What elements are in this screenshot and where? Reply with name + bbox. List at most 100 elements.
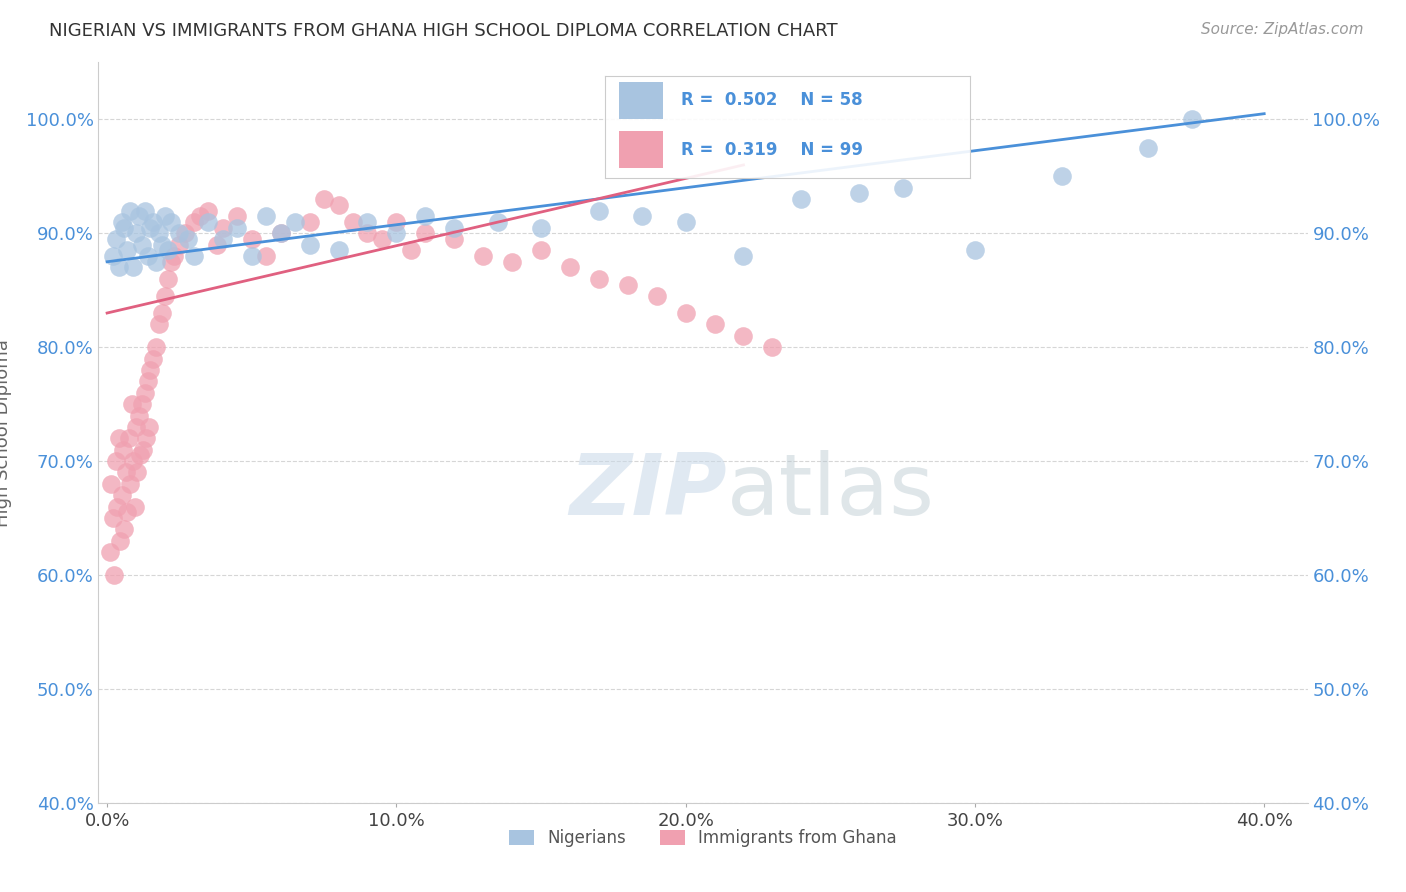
Point (139, 363, 162, 377)
Point (211, 220, 233, 235)
Point (148, 227, 170, 241)
Text: atlas: atlas (727, 450, 935, 533)
Point (211, 232, 233, 246)
Point (131, 397, 153, 411)
Text: R =  0.319    N = 99: R = 0.319 N = 99 (682, 141, 863, 159)
Point (413, 227, 436, 241)
Point (169, 237, 191, 252)
Point (254, 249, 277, 263)
Point (226, 209, 249, 223)
Point (891, 180, 914, 194)
Point (1181, 112, 1204, 127)
Point (617, 277, 640, 292)
Text: Source: ZipAtlas.com: Source: ZipAtlas.com (1201, 22, 1364, 37)
Point (136, 249, 159, 263)
Point (790, 192, 813, 206)
Bar (619, 131, 664, 168)
Point (138, 420, 160, 434)
Point (128, 209, 150, 223)
Point (174, 227, 197, 241)
Point (188, 209, 211, 223)
Y-axis label: High School Diploma: High School Diploma (0, 339, 11, 526)
Point (183, 215, 205, 229)
Point (118, 431, 141, 445)
Point (675, 306, 697, 320)
Bar (619, 82, 664, 119)
Point (588, 203, 610, 218)
Point (104, 454, 127, 468)
Point (135, 431, 157, 445)
Point (472, 249, 495, 263)
Point (101, 249, 124, 263)
Point (226, 220, 249, 235)
Point (761, 340, 783, 354)
Text: ZIP: ZIP (569, 450, 727, 533)
Point (159, 254, 181, 268)
Point (733, 249, 755, 263)
Point (103, 568, 125, 582)
Point (105, 500, 128, 514)
Point (153, 289, 176, 303)
Point (128, 409, 150, 423)
Point (145, 340, 167, 354)
Point (1137, 141, 1160, 155)
Point (114, 220, 136, 235)
Point (125, 227, 148, 241)
Point (120, 476, 142, 491)
Point (486, 215, 509, 229)
Point (117, 244, 139, 258)
Point (443, 232, 465, 246)
Point (254, 209, 277, 223)
Point (197, 203, 219, 218)
Point (443, 220, 465, 235)
Point (131, 237, 153, 252)
Point (115, 466, 138, 480)
Point (298, 215, 321, 229)
Point (371, 232, 394, 246)
Point (312, 192, 335, 206)
Point (342, 215, 364, 229)
Point (240, 232, 263, 246)
Point (588, 272, 610, 286)
Point (385, 227, 408, 241)
Point (120, 203, 142, 218)
Point (145, 254, 167, 268)
Point (413, 209, 436, 223)
Point (150, 237, 173, 252)
Point (963, 244, 986, 258)
Point (156, 244, 179, 258)
Point (117, 505, 139, 519)
Point (385, 215, 408, 229)
Point (104, 232, 127, 246)
Point (162, 249, 184, 263)
Point (100, 476, 122, 491)
Point (183, 249, 205, 263)
Point (110, 215, 132, 229)
Point (142, 215, 165, 229)
Text: NIGERIAN VS IMMIGRANTS FROM GHANA HIGH SCHOOL DIPLOMA CORRELATION CHART: NIGERIAN VS IMMIGRANTS FROM GHANA HIGH S… (49, 22, 838, 40)
Point (150, 306, 173, 320)
Point (197, 215, 219, 229)
Point (107, 431, 129, 445)
Point (110, 488, 132, 502)
Point (136, 375, 159, 389)
Point (501, 254, 523, 268)
Point (703, 318, 725, 332)
Point (111, 442, 134, 457)
Point (153, 209, 176, 223)
Point (139, 220, 162, 235)
Point (177, 232, 200, 246)
Point (645, 289, 668, 303)
Point (205, 237, 228, 252)
Point (101, 511, 124, 525)
Point (328, 244, 350, 258)
Point (675, 215, 697, 229)
Point (399, 244, 422, 258)
Point (134, 203, 156, 218)
Point (156, 272, 179, 286)
Point (169, 227, 191, 241)
Point (134, 385, 156, 400)
Text: R =  0.502    N = 58: R = 0.502 N = 58 (682, 92, 863, 110)
Point (270, 227, 292, 241)
Point (132, 442, 155, 457)
